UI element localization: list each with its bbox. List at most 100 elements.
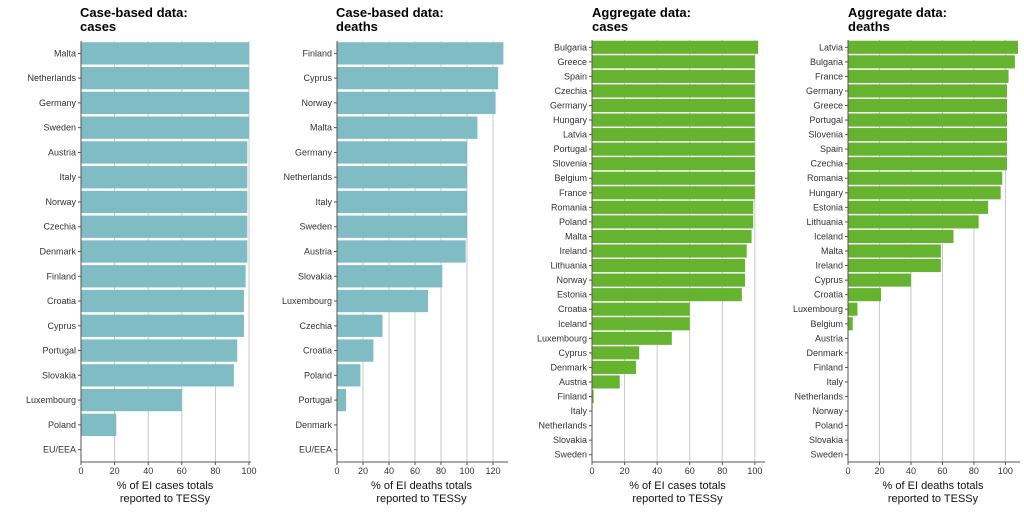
bar-finland (592, 389, 594, 404)
bar-malta (592, 229, 752, 243)
x-axis-label-line2: reported to TESSy (376, 493, 467, 505)
bar-cyprus (848, 273, 911, 287)
category-label: Sweden (554, 450, 587, 460)
category-label: Estonia (813, 202, 843, 212)
category-label: Latvia (819, 42, 843, 52)
category-label: Czechia (299, 321, 332, 331)
x-tick-label: 20 (620, 466, 630, 476)
category-label: Czechia (43, 222, 76, 232)
bar-croatia (848, 288, 882, 302)
bar-sweden (337, 215, 467, 238)
x-tick-label: 20 (358, 466, 368, 476)
category-label: Croatia (558, 304, 587, 314)
category-label: Sweden (43, 123, 76, 133)
category-label: Romania (807, 173, 843, 183)
bar-norway (337, 91, 496, 115)
x-axis-label: % of EI deaths totals (371, 480, 472, 492)
x-tick-label: 20 (110, 466, 120, 476)
bar-latvia (592, 128, 755, 142)
category-label: Malta (821, 246, 843, 256)
category-label: Germany (806, 86, 844, 96)
x-tick-label: 60 (177, 466, 187, 476)
category-label: Denmark (295, 420, 332, 430)
bar-italy (81, 166, 248, 189)
panel-subtitle: deaths (848, 19, 890, 34)
category-label: Luxembourg (793, 304, 843, 314)
bar-poland (592, 215, 754, 229)
category-label: Croatia (814, 290, 843, 300)
bar-lithuania (848, 215, 979, 229)
bar-germany (848, 84, 1007, 98)
category-label: Austria (48, 147, 76, 157)
category-label: Sweden (810, 450, 843, 460)
bar-norway (592, 273, 746, 287)
bar-cyprus (592, 346, 640, 360)
bar-italy (337, 190, 467, 214)
category-label: Finland (557, 392, 587, 402)
bar-netherlands (337, 166, 467, 189)
category-label: Netherlands (794, 392, 843, 402)
category-label: Ireland (815, 261, 843, 271)
panel-subtitle: cases (592, 19, 628, 34)
category-label: Portugal (42, 346, 76, 356)
panel-title: Aggregate data: (592, 5, 691, 20)
category-label: Austria (815, 333, 843, 343)
bar-croatia (337, 339, 374, 362)
x-tick-label: 40 (906, 466, 916, 476)
bar-portugal (81, 339, 238, 362)
x-tick-label: 100 (241, 466, 256, 476)
x-axis-label: % of EI cases totals (629, 480, 726, 492)
bar-luxembourg (848, 302, 858, 316)
x-axis-label: % of EI cases totals (117, 480, 214, 492)
category-label: Sweden (299, 222, 332, 232)
bar-finland (81, 265, 246, 288)
category-label: Luxembourg (26, 395, 76, 405)
category-label: Germany (39, 98, 77, 108)
category-label: Luxembourg (282, 296, 332, 306)
category-label: Cyprus (558, 348, 587, 358)
bar-hungary (848, 186, 1001, 200)
bar-hungary (592, 113, 755, 127)
category-label: France (815, 71, 843, 81)
category-label: Poland (48, 420, 76, 430)
x-tick-label: 60 (685, 466, 695, 476)
bar-poland (337, 364, 361, 387)
category-label: Cyprus (814, 275, 843, 285)
category-label: Czechia (810, 159, 843, 169)
x-axis-label-line2: reported to TESSy (120, 493, 211, 505)
category-label: Denmark (39, 247, 76, 257)
x-tick-label: 60 (410, 466, 420, 476)
bar-croatia (592, 302, 690, 316)
bar-iceland (592, 317, 690, 331)
x-tick-label: 0 (589, 466, 594, 476)
bar-norway (81, 190, 248, 214)
category-label: Spain (820, 144, 843, 154)
bar-romania (848, 171, 1003, 185)
category-label: Portugal (809, 115, 843, 125)
category-label: Hungary (809, 188, 844, 198)
bar-malta (81, 42, 249, 65)
bar-luxembourg (81, 388, 182, 412)
bar-slovenia (592, 157, 755, 171)
bar-estonia (592, 288, 742, 302)
x-tick-label: 60 (937, 466, 947, 476)
bar-croatia (81, 289, 244, 313)
category-label: Slovakia (298, 271, 332, 281)
panel-title: Case-based data: (336, 5, 444, 20)
bar-belgium (592, 171, 755, 185)
panel-subtitle: cases (80, 19, 116, 34)
category-label: Belgium (810, 319, 843, 329)
category-label: France (559, 188, 587, 198)
bar-austria (81, 141, 248, 164)
bar-austria (337, 240, 466, 263)
bar-czechia (337, 314, 383, 337)
bar-romania (592, 200, 754, 214)
bar-greece (848, 98, 1007, 113)
bar-ireland (592, 244, 747, 258)
x-tick-label: 0 (334, 466, 339, 476)
category-label: Romania (551, 202, 587, 212)
bar-france (848, 69, 1009, 83)
bar-lithuania (592, 259, 746, 273)
bar-malta (337, 116, 478, 139)
category-label: Finland (302, 48, 332, 58)
